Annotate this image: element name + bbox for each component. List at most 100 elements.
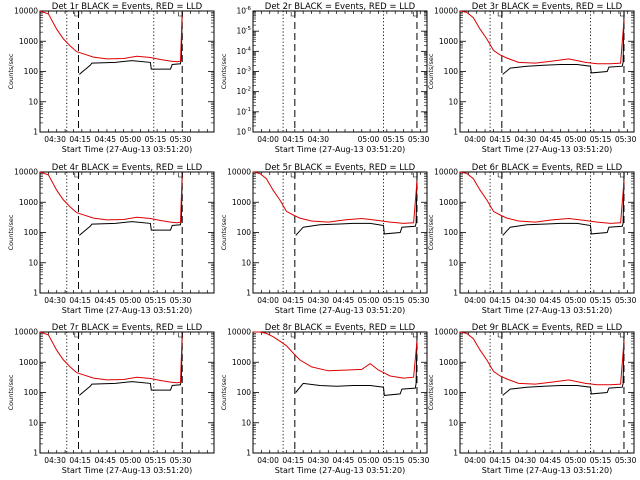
x-tick-label: 04:45 — [333, 296, 355, 305]
y-tick-label: 10000 — [434, 168, 458, 177]
x-tick-label: 04:15 — [489, 456, 511, 465]
x-axis-label: Start Time (27-Aug-13 03:51:20) — [482, 306, 613, 315]
state-marker — [497, 12, 503, 17]
y-axis-label: Counts/sec — [220, 53, 228, 89]
y-tick-label: 10000 — [227, 168, 251, 177]
x-axis-label: Start Time (27-Aug-13 03:51:20) — [62, 145, 193, 154]
x-tick-label: 04:45 — [94, 456, 116, 465]
x-tick-label: 04:30 — [514, 135, 536, 144]
x-tick-label: 04:30 — [307, 296, 329, 305]
y-tick-exponent: 0 — [248, 127, 252, 133]
state-marker — [290, 333, 296, 338]
y-tick-label: 10 — [448, 97, 458, 106]
x-tick-label: 05:30 — [615, 135, 637, 144]
y-tick-exponent: -5 — [246, 26, 252, 32]
state-marker — [178, 333, 183, 338]
y-tick-label: 100 — [24, 388, 39, 397]
y-axis-label: Counts/sec — [427, 53, 435, 89]
series-line-events — [502, 13, 625, 75]
plot-frame — [252, 10, 428, 133]
state-marker — [74, 333, 80, 338]
y-tick-label: 10000 — [14, 168, 38, 177]
panel-1r: Det 1r BLACK = Events, RED = LLD 1 10 100 10… — [7, 2, 215, 154]
y-axis-label: Counts/sec — [427, 214, 435, 250]
x-tick-label: 04:45 — [94, 135, 116, 144]
y-axis-label: Counts/sec — [220, 374, 228, 410]
panel-9r: Det 9r BLACK = Events, RED = LLD 1 10 100 10… — [427, 323, 637, 475]
y-tick-exponent: -4 — [246, 46, 252, 52]
x-tick-label: 04:00 — [464, 296, 486, 305]
series-line-events — [78, 12, 183, 75]
x-tick-label: 04:15 — [282, 135, 304, 144]
x-tick-label: 04:45 — [540, 456, 562, 465]
panel-6r: Det 6r BLACK = Events, RED = LLD 1 10 100 10… — [427, 163, 637, 315]
y-tick-label: 100 — [24, 67, 39, 76]
x-tick-label: 04:30 — [44, 135, 66, 144]
panel-title: Det 6r BLACK = Events, RED = LLD — [472, 163, 623, 173]
x-tick-label: 05:15 — [590, 456, 612, 465]
y-tick-label: 1000 — [19, 358, 38, 367]
x-tick-label: 04:15 — [69, 296, 91, 305]
x-tick-label: 05:30 — [408, 456, 430, 465]
y-tick-label: 100 — [444, 388, 459, 397]
panel-title: Det 5r BLACK = Events, RED = LLD — [265, 163, 416, 173]
y-axis-label: Counts/sec — [7, 374, 15, 410]
y-tick-label: 100 — [24, 228, 39, 237]
y-tick-label: 1000 — [439, 37, 458, 46]
y-tick-label: 10 — [28, 418, 38, 427]
y-tick-label: 10 — [448, 258, 458, 267]
panel-title: Det 7r BLACK = Events, RED = LLD — [52, 323, 203, 333]
y-tick-label: 10000 — [14, 328, 38, 337]
y-tick-label: 1000 — [439, 358, 458, 367]
plot-frame — [252, 171, 428, 294]
x-tick-label: 04:45 — [540, 135, 562, 144]
plot-frame — [39, 10, 215, 133]
x-tick-label: 05:15 — [145, 135, 167, 144]
plot-frame — [39, 171, 215, 294]
y-tick-label: 10000 — [434, 328, 458, 337]
x-tick-label: 05:15 — [145, 456, 167, 465]
y-axis-label: Counts/sec — [7, 53, 15, 89]
y-tick-label: 10 — [236, 128, 246, 137]
panel-3r: Det 3r BLACK = Events, RED = LLD 1 10 100 10… — [427, 2, 637, 154]
x-tick-label: 04:45 — [540, 296, 562, 305]
x-tick-label: 05:00 — [358, 135, 380, 144]
x-tick-label: 04:30 — [514, 296, 536, 305]
x-axis-label: Start Time (27-Aug-13 03:51:20) — [62, 466, 193, 475]
x-tick-label: 05:00 — [120, 135, 142, 144]
x-tick-label: 05:30 — [615, 456, 637, 465]
x-tick-label: 05:00 — [565, 456, 587, 465]
x-tick-label: 05:15 — [590, 135, 612, 144]
panel-5r: Det 5r BLACK = Events, RED = LLD 1 10 100 10… — [220, 163, 430, 315]
x-tick-label: 04:15 — [489, 296, 511, 305]
x-tick-label: 04:00 — [257, 456, 279, 465]
series-line-lld — [459, 331, 625, 386]
x-tick-label: 05:00 — [565, 135, 587, 144]
x-tick-label: 04:30 — [44, 296, 66, 305]
series-line-lld — [39, 10, 183, 63]
x-tick-label: 04:15 — [69, 456, 91, 465]
y-tick-label: 1000 — [439, 198, 458, 207]
series-line-lld — [253, 331, 418, 379]
panel-title: Det 4r BLACK = Events, RED = LLD — [52, 163, 203, 173]
panel-7r: Det 7r BLACK = Events, RED = LLD 1 10 100 10… — [7, 323, 215, 475]
panel-title: Det 2r BLACK = Events, RED = LLD — [265, 2, 416, 12]
x-tick-label: 05:15 — [383, 296, 405, 305]
x-tick-label: 05:00 — [565, 296, 587, 305]
x-axis-label: Start Time (27-Aug-13 03:51:20) — [275, 306, 406, 315]
plot-frame — [39, 331, 215, 454]
x-tick-label: 04:15 — [282, 456, 304, 465]
y-tick-label: 10 — [236, 107, 246, 116]
series-line-lld — [252, 171, 418, 224]
x-tick-label: 04:00 — [464, 456, 486, 465]
x-tick-label: 05:30 — [615, 296, 637, 305]
y-tick-label: 10 — [236, 87, 246, 96]
state-marker — [619, 333, 625, 338]
state-marker — [74, 12, 80, 17]
x-tick-label: 05:30 — [170, 135, 192, 144]
series-line-events — [502, 174, 625, 236]
state-marker — [412, 12, 418, 17]
y-tick-label: 1 — [453, 449, 458, 458]
